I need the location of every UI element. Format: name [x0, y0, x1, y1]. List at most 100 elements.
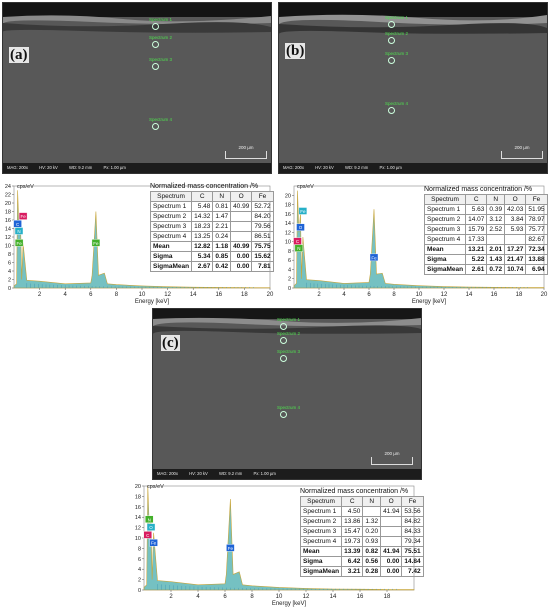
value-cell: 3.12	[486, 214, 506, 225]
table-row: Spectrum 3 15.47 0.20 84.33	[299, 526, 424, 537]
y-tick-label: 12	[135, 526, 141, 532]
peak-label: O	[149, 525, 153, 530]
value-cell: 4.50	[341, 506, 364, 517]
y-axis-label: cps/eV	[147, 484, 164, 490]
spectrum-marker: Spectrum 2	[277, 331, 300, 344]
table-caption: Normalized mass concentration /%	[300, 488, 409, 495]
y-tick-label: 6	[8, 261, 11, 267]
sem-px: Px: 1.00 µm	[253, 471, 276, 476]
x-tick-label: 10	[416, 292, 423, 298]
y-tick-label: 10	[285, 240, 291, 246]
value-cell: 84.82	[401, 516, 424, 527]
value-cell: 0.00	[380, 556, 403, 567]
table-row: SigmaMean 2.67 0.42 0.00 7.81	[149, 261, 274, 272]
table-row: Mean 12.82 1.18 40.99 75.75	[149, 241, 274, 252]
y-tick-label: 14	[135, 515, 141, 521]
value-cell: N	[362, 496, 382, 507]
table-row: Spectrum 4 19.73 0.93 79.34	[299, 536, 424, 547]
scale-bar: 200 µm	[371, 451, 413, 465]
table-row: Spectrum 3 15.79 2.52 5.93 75.77	[423, 224, 548, 235]
y-tick-label: 20	[285, 193, 291, 199]
value-cell: 7.42	[401, 566, 424, 577]
value-cell: 12.82	[191, 241, 214, 252]
table-row: Spectrum 2 13.86 1.32 84.82	[299, 516, 424, 527]
y-tick-label: 4	[288, 267, 291, 273]
x-tick-label: 16	[357, 594, 364, 600]
row-label-cell: Sigma	[149, 251, 193, 262]
value-cell: 84.33	[401, 526, 424, 537]
value-cell: 18.23	[191, 221, 214, 232]
y-tick-label: 20	[5, 201, 11, 207]
value-cell	[230, 211, 253, 222]
value-cell	[230, 231, 253, 242]
table-row: Spectrum 4 13.25 0.24 86.51	[149, 231, 274, 242]
table-row: Spectrum C N O Fe	[423, 194, 548, 205]
value-cell	[380, 536, 403, 547]
x-tick-label: 18	[516, 292, 523, 298]
y-axis-label: cps/eV	[297, 184, 314, 190]
composition-table: Spectrum C N O Fe Spectrum 1 4.50 41.94 53.56 Spe…	[299, 496, 424, 577]
value-cell: 40.99	[230, 241, 253, 252]
value-cell: 51.95	[525, 204, 548, 215]
table-row: SigmaMean 2.61 0.72 10.74 6.94	[423, 264, 548, 275]
x-tick-label: 10	[276, 594, 283, 600]
row-label-cell: Spectrum	[423, 194, 467, 205]
peak-label-box	[226, 544, 235, 552]
value-cell: 15.47	[341, 526, 364, 537]
table-row: Spectrum 1 4.50 41.94 53.56	[299, 506, 424, 517]
peak-label: Fe	[371, 255, 377, 260]
row-label-cell: Spectrum 4	[423, 234, 467, 245]
sem-info-bar: MAG: 200x HV: 20 kV WD: 9.2 mm Px: 1.00 …	[153, 469, 421, 479]
spectrum-marker: Spectrum 1	[149, 17, 172, 30]
value-cell: N	[486, 194, 506, 205]
value-cell: 79.56	[251, 221, 274, 232]
value-cell: C	[341, 496, 364, 507]
sem-info-bar: MAG: 200x HV: 20 kV WD: 9.2 mm Px: 1.00 …	[3, 163, 271, 173]
peak-label-box	[14, 239, 24, 247]
sem-wd: WD: 9.2 mm	[219, 471, 243, 476]
panel-label: (b)	[285, 43, 306, 59]
table-row: Spectrum C N O Fe	[299, 496, 424, 507]
value-cell: 3.84	[504, 214, 527, 225]
y-tick-label: 8	[138, 546, 141, 552]
value-cell: 2.52	[486, 224, 506, 235]
value-cell	[362, 506, 382, 517]
x-tick-label: 8	[392, 292, 396, 298]
value-cell: 41.94	[380, 506, 403, 517]
value-cell: 0.56	[362, 556, 382, 567]
composition-table-c: Normalized mass concentration /% Spectru…	[299, 488, 424, 577]
value-cell: 0.42	[212, 261, 232, 272]
sem-mag: MAG: 200x	[283, 165, 304, 170]
x-tick-label: 6	[89, 292, 93, 298]
value-cell: 0.72	[486, 264, 506, 275]
y-tick-label: 0	[138, 588, 141, 594]
value-cell: Fe	[525, 194, 548, 205]
value-cell: 0.00	[380, 566, 403, 577]
coating-layer-a	[3, 3, 271, 33]
value-cell: 40.99	[230, 201, 253, 212]
sem-hv: HV: 20 kV	[315, 165, 334, 170]
table-row: Spectrum 1 5.63 0.39 42.03 51.95	[423, 204, 548, 215]
value-cell: 86.51	[251, 231, 274, 242]
value-cell: 14.84	[401, 556, 424, 567]
row-label-cell: Spectrum 4	[149, 231, 193, 242]
peak-label-box	[14, 227, 24, 235]
value-cell: 14.07	[465, 214, 488, 225]
x-tick-label: 16	[215, 292, 222, 298]
y-tick-label: 10	[5, 244, 11, 250]
composition-table-b: Normalized mass concentration /% Spectru…	[423, 186, 548, 275]
y-axis-label: cps/eV	[17, 184, 34, 190]
spectrum-marker: Spectrum 3	[277, 349, 300, 362]
composition-table: Spectrum C N O Fe Spectrum 1 5.48 0.81 40.99 52.7…	[149, 191, 274, 272]
value-cell: 79.34	[401, 536, 424, 547]
panel-label: (a)	[9, 47, 29, 63]
value-cell: 5.34	[191, 251, 214, 262]
row-label-cell: Spectrum	[149, 191, 193, 202]
value-cell: 0.81	[212, 201, 232, 212]
coating-layer-b	[279, 3, 547, 34]
x-axis-label: Energy [keV]	[135, 299, 170, 305]
y-tick-label: 0	[8, 286, 11, 292]
spectrum-marker: Spectrum 3	[385, 51, 408, 64]
value-cell: Fe	[251, 191, 274, 202]
sem-hv: HV: 20 kV	[189, 471, 208, 476]
